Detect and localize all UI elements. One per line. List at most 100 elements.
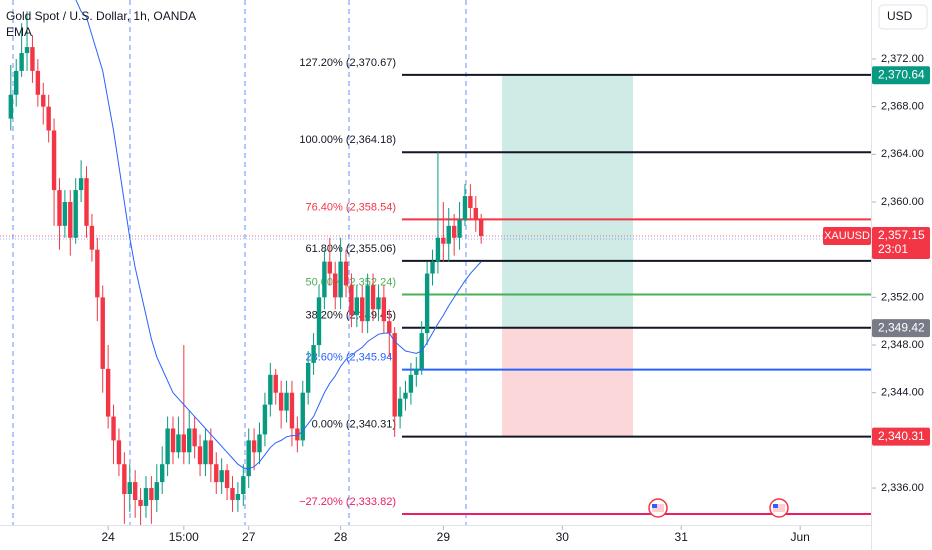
- candle-body: [268, 374, 273, 405]
- candle-body: [30, 47, 35, 71]
- candle-body: [8, 94, 14, 119]
- candle-body: [365, 285, 370, 322]
- candle-body: [376, 297, 381, 310]
- candle-body: [224, 470, 230, 489]
- candle-body: [159, 464, 165, 483]
- candle-body: [219, 470, 224, 483]
- candle-body: [241, 476, 246, 495]
- price-tag-label: 2,349.42: [878, 320, 925, 334]
- candle-body: [451, 225, 457, 238]
- candle-body: [105, 368, 111, 417]
- candle-body: [354, 297, 360, 316]
- candle-body: [316, 297, 322, 346]
- candle-body: [19, 53, 24, 71]
- fib-label: 61.80% (2,355.06): [305, 243, 396, 255]
- chart-title: Gold Spot / U.S. Dollar, 1h, OANDA: [6, 9, 196, 23]
- candle-body: [457, 219, 462, 238]
- candle-body: [343, 261, 349, 286]
- price-tag: [872, 319, 930, 338]
- fib-label: 127.20% (2,370.67): [299, 57, 396, 69]
- candle-body: [333, 273, 338, 298]
- countdown-label: 23:01: [878, 242, 908, 256]
- candle-body: [230, 488, 235, 500]
- price-tag: [872, 427, 930, 446]
- loss-zone: [502, 328, 633, 437]
- candle-body: [62, 202, 68, 226]
- candle-body: [154, 482, 159, 500]
- candle-body: [73, 190, 78, 238]
- candle-body: [262, 404, 268, 435]
- candle-body: [435, 237, 441, 262]
- candle-body: [35, 70, 41, 95]
- x-tick-label: 27: [242, 530, 256, 544]
- candle-body: [122, 464, 127, 495]
- fib-label: 100.00% (2,364.18): [299, 134, 396, 146]
- candle-body: [149, 488, 154, 500]
- candle-body: [89, 225, 95, 250]
- candle-body: [370, 285, 376, 310]
- candle-body: [197, 446, 203, 465]
- last-price-label: 2,357.15: [878, 228, 925, 242]
- candle-body: [165, 428, 170, 465]
- x-tick-label: 29: [437, 530, 451, 544]
- y-tick-label: 2,336.00: [881, 482, 924, 494]
- candle-body: [203, 440, 208, 465]
- symbol-tag-label: XAUUSD: [824, 230, 870, 242]
- candle-body: [338, 261, 343, 298]
- candle-body: [143, 488, 149, 506]
- candle-body: [387, 321, 392, 334]
- candle-body: [208, 440, 214, 465]
- candle-body: [403, 392, 408, 399]
- symbol-tag: [823, 226, 871, 245]
- x-tick-label: 24: [101, 530, 115, 544]
- event-flag-canton: [652, 504, 657, 508]
- currency-label: USD: [887, 9, 913, 23]
- candle-body: [57, 190, 62, 226]
- candle-body: [327, 261, 333, 274]
- candle-body: [473, 207, 478, 220]
- profit-zone: [502, 75, 633, 329]
- candle-body: [46, 106, 51, 131]
- candle-body: [116, 440, 122, 465]
- candle-body: [14, 70, 19, 95]
- x-tick-label: 31: [675, 530, 689, 544]
- candle-body: [127, 482, 132, 495]
- candle-body: [95, 249, 100, 298]
- axis-layer: 2,372.00 2,368.00 2,364.00 2,360.00 2,352.00…: [101, 53, 930, 544]
- candle-body: [446, 225, 451, 244]
- session-breaks: [12, 0, 467, 525]
- candle-body: [305, 362, 311, 393]
- y-tick-label: 2,372.00: [881, 53, 924, 65]
- candle-body: [132, 482, 138, 500]
- candle-body: [430, 261, 435, 274]
- y-tick-label: 2,348.00: [881, 339, 924, 351]
- price-tag-label: 2,370.64: [878, 67, 925, 81]
- candle-body: [181, 434, 187, 453]
- currency-button[interactable]: [878, 4, 928, 30]
- candle-body: [295, 428, 300, 441]
- candle-body: [273, 374, 278, 393]
- candle-body: [214, 464, 219, 483]
- price-tag: [872, 66, 930, 85]
- candle-body: [278, 392, 284, 411]
- last-price-tag: [872, 226, 930, 259]
- candle-body: [24, 47, 30, 54]
- y-tick-label: 2,364.00: [881, 148, 924, 160]
- event-flag-canton: [773, 504, 778, 508]
- candle-body: [246, 440, 251, 477]
- fib-label: −27.20% (2,333.82): [299, 496, 396, 508]
- y-tick-label: 2,360.00: [881, 196, 924, 208]
- candle-body: [462, 196, 468, 220]
- candle-layer: [8, 0, 484, 525]
- candle-body: [51, 130, 57, 191]
- y-tick-label: 2,368.00: [881, 101, 924, 113]
- event-flag-stripes: [773, 504, 785, 512]
- candle-body: [257, 434, 262, 453]
- price-tag-label: 2,340.31: [878, 429, 925, 443]
- candle-body: [187, 428, 192, 453]
- candle-body: [100, 297, 105, 369]
- candle-body: [424, 273, 430, 334]
- candle-body: [311, 345, 316, 363]
- candle-body: [349, 285, 354, 316]
